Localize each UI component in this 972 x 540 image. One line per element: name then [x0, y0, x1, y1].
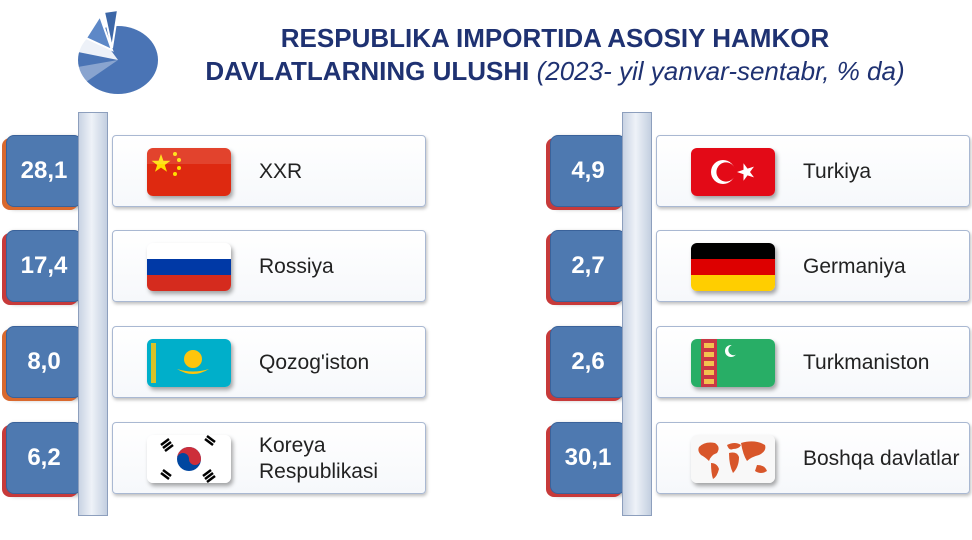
- value-badge: 17,4: [6, 230, 82, 302]
- list-item: Germaniya 2,7: [550, 230, 972, 302]
- country-label: Boshqa davlatlar: [803, 447, 960, 470]
- country-label: Turkiya: [803, 160, 872, 183]
- list-item: XXR 28,1: [6, 135, 436, 207]
- germany-flag-icon: [691, 243, 775, 291]
- column-divider-bar: [78, 112, 108, 516]
- country-label: Qozog'iston: [259, 351, 370, 374]
- column-divider-bar: [622, 112, 652, 516]
- russia-flag-icon: [147, 243, 231, 291]
- south-korea-flag-icon: [147, 435, 231, 483]
- value-badge: 6,2: [6, 422, 82, 494]
- title-line-1: RESPUBLIKA IMPORTIDA ASOSIY HAMKOR: [280, 23, 830, 53]
- pie-chart-icon: [72, 8, 158, 94]
- country-label: Rossiya: [259, 255, 334, 278]
- country-card: Germaniya: [656, 230, 970, 302]
- country-card: Turkiya: [656, 135, 970, 207]
- kazakhstan-flag-icon: [147, 339, 231, 387]
- turkey-flag-icon: [691, 148, 775, 196]
- country-card: XXR: [112, 135, 426, 207]
- list-item: Qozog'iston 8,0: [6, 326, 436, 398]
- list-item: Turkiya 4,9: [550, 135, 972, 207]
- country-label: Turkmaniston: [803, 351, 930, 374]
- list-item: Turkmaniston 2,6: [550, 326, 972, 398]
- country-card: Qozog'iston: [112, 326, 426, 398]
- country-card: Rossiya: [112, 230, 426, 302]
- value-badge: 2,6: [550, 326, 626, 398]
- list-item: Boshqa davlatlar 30,1: [550, 422, 972, 494]
- country-card: Koreya Respublikasi: [112, 422, 426, 494]
- value-badge: 4,9: [550, 135, 626, 207]
- value-badge: 8,0: [6, 326, 82, 398]
- chart-title: RESPUBLIKA IMPORTIDA ASOSIY HAMKOR DAVLA…: [160, 22, 950, 88]
- country-label: Koreya Respublikasi: [259, 434, 379, 483]
- country-card: Turkmaniston: [656, 326, 970, 398]
- world-map-icon: [691, 435, 775, 483]
- list-item: Rossiya 17,4: [6, 230, 436, 302]
- country-card: Boshqa davlatlar: [656, 422, 970, 494]
- country-label: Germaniya: [803, 255, 906, 278]
- china-flag-icon: [147, 148, 231, 196]
- turkmenistan-flag-icon: [691, 339, 775, 387]
- chart-subtitle: (2023- yil yanvar-sentabr, % da): [536, 56, 905, 86]
- value-badge: 30,1: [550, 422, 626, 494]
- title-line-2: DAVLATLARNING ULUSHI: [205, 56, 530, 86]
- country-label: XXR: [259, 160, 303, 183]
- value-badge: 2,7: [550, 230, 626, 302]
- list-item: Koreya Respublikasi 6,2: [6, 422, 436, 494]
- value-badge: 28,1: [6, 135, 82, 207]
